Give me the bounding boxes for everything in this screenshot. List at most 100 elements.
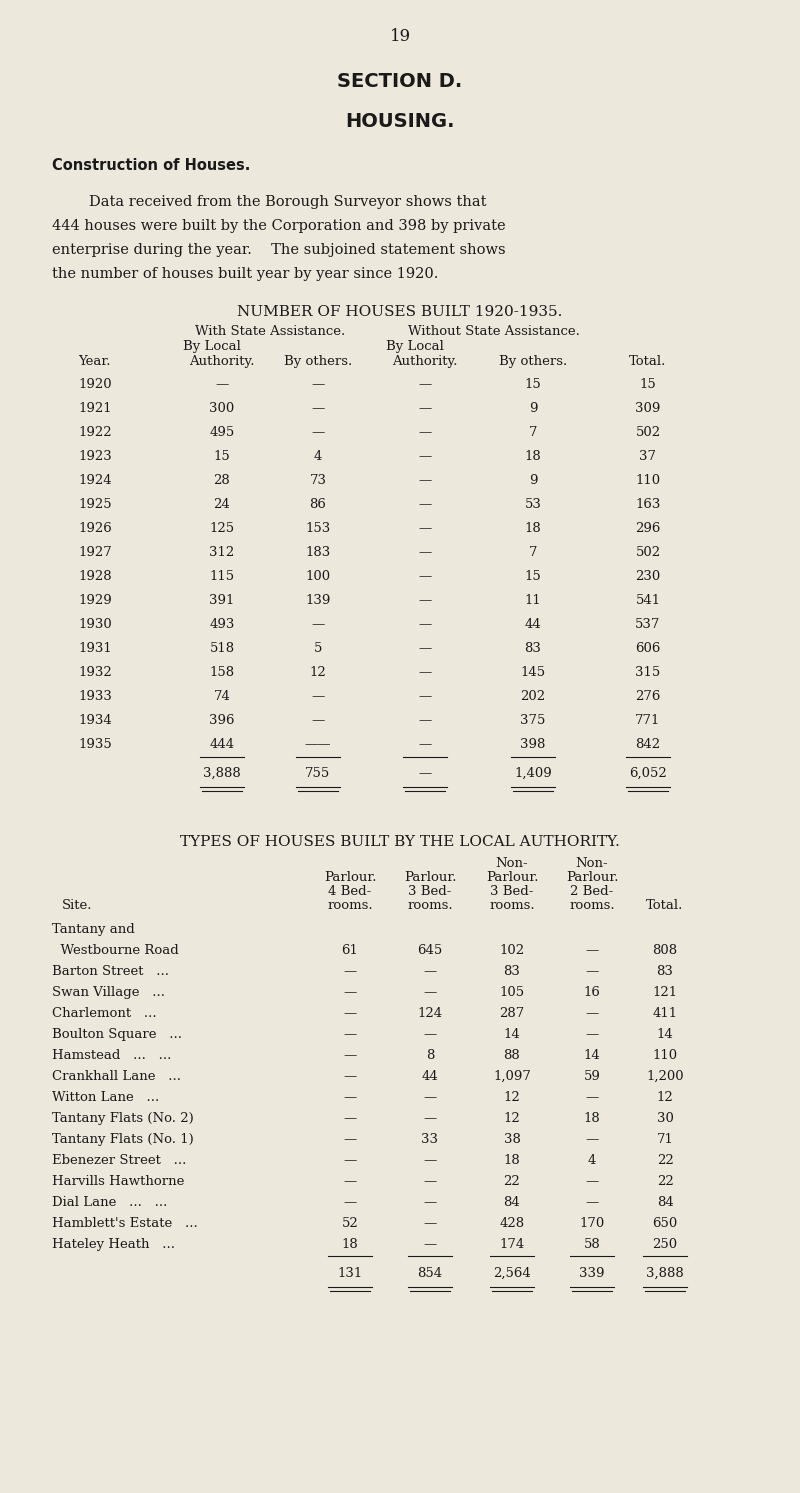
Text: —: — xyxy=(418,642,432,655)
Text: 808: 808 xyxy=(653,944,678,957)
Text: 1923: 1923 xyxy=(78,449,112,463)
Text: —: — xyxy=(586,1029,598,1041)
Text: —: — xyxy=(423,1112,437,1126)
Text: 1934: 1934 xyxy=(78,714,112,727)
Text: 22: 22 xyxy=(657,1154,674,1168)
Text: —: — xyxy=(586,944,598,957)
Text: 115: 115 xyxy=(210,570,234,582)
Text: —: — xyxy=(418,570,432,582)
Text: —: — xyxy=(418,449,432,463)
Text: 8: 8 xyxy=(426,1050,434,1062)
Text: 2,564: 2,564 xyxy=(493,1268,531,1280)
Text: Swan Village   ...: Swan Village ... xyxy=(52,985,165,999)
Text: 14: 14 xyxy=(504,1029,520,1041)
Text: 18: 18 xyxy=(525,523,542,534)
Text: Authority.: Authority. xyxy=(392,355,458,367)
Text: 59: 59 xyxy=(583,1070,601,1082)
Text: Boulton Square   ...: Boulton Square ... xyxy=(52,1029,182,1041)
Text: 411: 411 xyxy=(653,1006,678,1020)
Text: 842: 842 xyxy=(635,738,661,751)
Text: 12: 12 xyxy=(310,666,326,679)
Text: 502: 502 xyxy=(635,546,661,558)
Text: —: — xyxy=(418,473,432,487)
Text: 1935: 1935 xyxy=(78,738,112,751)
Text: 1924: 1924 xyxy=(78,473,112,487)
Text: 3,888: 3,888 xyxy=(646,1268,684,1280)
Text: 4: 4 xyxy=(314,449,322,463)
Text: Witton Lane   ...: Witton Lane ... xyxy=(52,1091,159,1103)
Text: 1921: 1921 xyxy=(78,402,112,415)
Text: —: — xyxy=(423,1175,437,1188)
Text: —: — xyxy=(418,714,432,727)
Text: —: — xyxy=(586,1091,598,1103)
Text: —: — xyxy=(586,1006,598,1020)
Text: By others.: By others. xyxy=(284,355,352,367)
Text: ——: —— xyxy=(305,738,331,751)
Text: Total.: Total. xyxy=(630,355,666,367)
Text: —: — xyxy=(423,1154,437,1168)
Text: Harvills Hawthorne: Harvills Hawthorne xyxy=(52,1175,184,1188)
Text: 16: 16 xyxy=(583,985,601,999)
Text: 444: 444 xyxy=(210,738,234,751)
Text: Parlour.: Parlour. xyxy=(486,870,538,884)
Text: 771: 771 xyxy=(635,714,661,727)
Text: —: — xyxy=(311,618,325,632)
Text: 105: 105 xyxy=(499,985,525,999)
Text: 396: 396 xyxy=(210,714,234,727)
Text: 18: 18 xyxy=(525,449,542,463)
Text: 38: 38 xyxy=(503,1133,521,1147)
Text: 1930: 1930 xyxy=(78,618,112,632)
Text: 28: 28 xyxy=(214,473,230,487)
Text: 110: 110 xyxy=(653,1050,678,1062)
Text: 15: 15 xyxy=(525,570,542,582)
Text: 650: 650 xyxy=(652,1217,678,1230)
Text: 124: 124 xyxy=(418,1006,442,1020)
Text: 24: 24 xyxy=(214,499,230,511)
Text: 44: 44 xyxy=(422,1070,438,1082)
Text: —: — xyxy=(343,1175,357,1188)
Text: —: — xyxy=(343,1006,357,1020)
Text: —: — xyxy=(418,690,432,703)
Text: 1925: 1925 xyxy=(78,499,112,511)
Text: Parlour.: Parlour. xyxy=(404,870,456,884)
Text: 22: 22 xyxy=(657,1175,674,1188)
Text: 88: 88 xyxy=(504,1050,520,1062)
Text: Non-: Non- xyxy=(576,857,608,870)
Text: 1927: 1927 xyxy=(78,546,112,558)
Text: —: — xyxy=(343,1050,357,1062)
Text: 1,200: 1,200 xyxy=(646,1070,684,1082)
Text: 493: 493 xyxy=(210,618,234,632)
Text: Barton Street   ...: Barton Street ... xyxy=(52,964,169,978)
Text: 1,409: 1,409 xyxy=(514,767,552,779)
Text: —: — xyxy=(311,378,325,391)
Text: 145: 145 xyxy=(521,666,546,679)
Text: —: — xyxy=(343,1029,357,1041)
Text: 1928: 1928 xyxy=(78,570,112,582)
Text: —: — xyxy=(418,546,432,558)
Text: SECTION D.: SECTION D. xyxy=(338,72,462,91)
Text: 1929: 1929 xyxy=(78,594,112,608)
Text: 14: 14 xyxy=(584,1050,600,1062)
Text: 1931: 1931 xyxy=(78,642,112,655)
Text: —: — xyxy=(343,1133,357,1147)
Text: 58: 58 xyxy=(584,1238,600,1251)
Text: —: — xyxy=(418,618,432,632)
Text: —: — xyxy=(586,1175,598,1188)
Text: With State Assistance.: With State Assistance. xyxy=(195,325,345,337)
Text: —: — xyxy=(423,1196,437,1209)
Text: 755: 755 xyxy=(306,767,330,779)
Text: Tantany and: Tantany and xyxy=(52,923,134,936)
Text: —: — xyxy=(418,738,432,751)
Text: —: — xyxy=(586,1196,598,1209)
Text: 83: 83 xyxy=(657,964,674,978)
Text: 84: 84 xyxy=(504,1196,520,1209)
Text: NUMBER OF HOUSES BUILT 1920-1935.: NUMBER OF HOUSES BUILT 1920-1935. xyxy=(238,305,562,320)
Text: 296: 296 xyxy=(635,523,661,534)
Text: —: — xyxy=(343,1154,357,1168)
Text: —: — xyxy=(311,714,325,727)
Text: 110: 110 xyxy=(635,473,661,487)
Text: Construction of Houses.: Construction of Houses. xyxy=(52,158,250,173)
Text: —: — xyxy=(423,985,437,999)
Text: enterprise during the year.  The subjoined statement shows: enterprise during the year. The subjoine… xyxy=(52,243,506,257)
Text: 1920: 1920 xyxy=(78,378,112,391)
